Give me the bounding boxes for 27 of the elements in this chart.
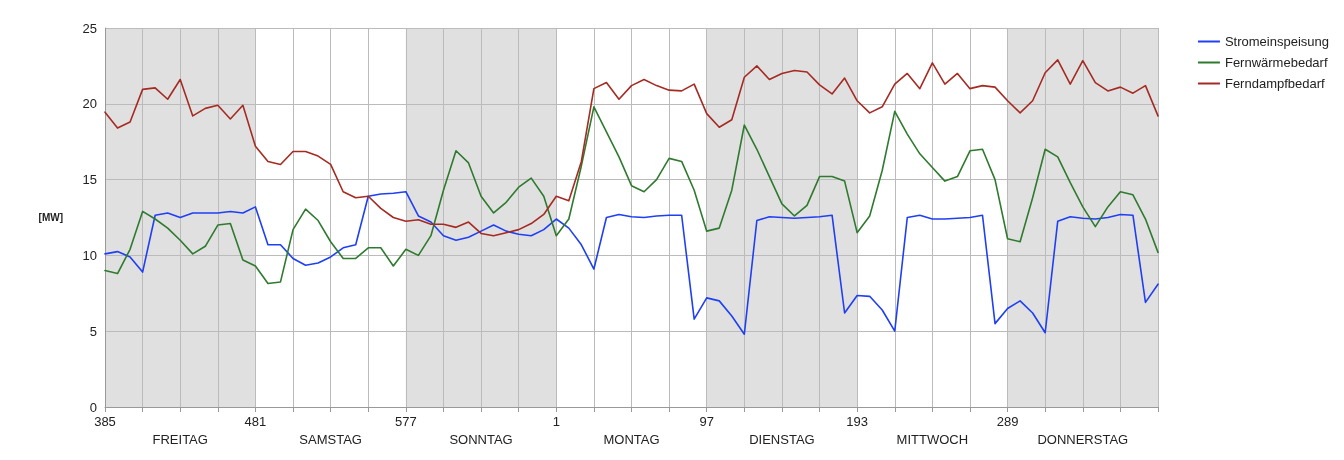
text: SAMSTAG <box>299 432 362 447</box>
y-tick-label: 15 <box>82 172 97 188</box>
x-tick-label: 385 <box>94 414 116 429</box>
x-tick-label: 481 <box>244 414 267 429</box>
line-series <box>104 190 1159 336</box>
x-tick-label: 97 <box>699 414 714 429</box>
line-series <box>104 59 1159 237</box>
text: MONTAG <box>603 432 660 447</box>
x-tick-label: 577 <box>395 414 417 429</box>
x-tick-label: 289 <box>996 414 1019 429</box>
y-tick-label: 5 <box>89 323 97 339</box>
y-tick-label: 25 <box>82 20 97 36</box>
legend-label: Fernwärmebedarf <box>1224 55 1328 70</box>
y-axis-title: [MW] <box>38 212 63 223</box>
text: DONNERSTAG <box>1037 432 1129 447</box>
text: MITTWOCH <box>896 432 969 447</box>
y-tick-label: 0 <box>89 399 97 415</box>
y-tick-label: 10 <box>82 247 97 263</box>
x-tick-label: 1 <box>552 414 560 429</box>
text: DIENSTAG <box>749 432 815 447</box>
y-tick-label: 20 <box>82 96 97 112</box>
x-tick-label: 193 <box>846 414 868 429</box>
legend-label: Ferndampfbedarf <box>1224 76 1326 91</box>
line-series <box>104 106 1159 285</box>
text: SONNTAG <box>449 432 513 447</box>
legend-label: Stromeinspeisung <box>1224 34 1330 49</box>
text: FREITAG <box>152 432 208 447</box>
